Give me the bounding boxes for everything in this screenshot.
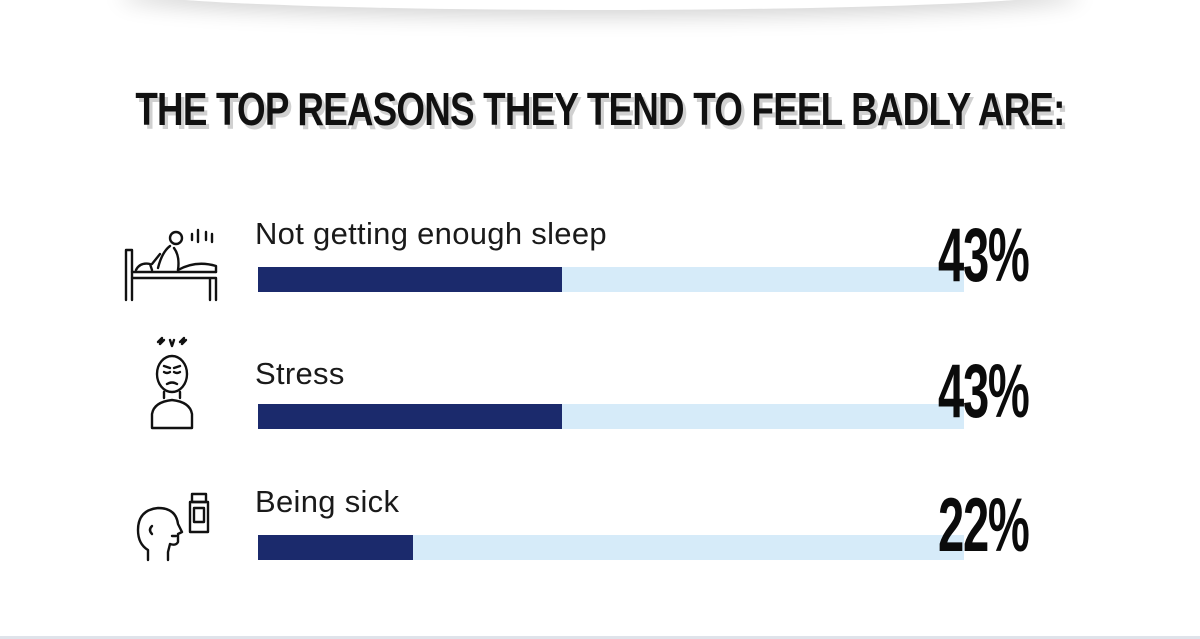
bar-track-stress (258, 404, 964, 429)
value-label-stress: 43% (938, 349, 1030, 434)
bar-sick (258, 535, 414, 560)
chart-title: THE TOP REASONS THEY TEND TO FEEL BADLY … (135, 83, 1065, 135)
bar-track-sleep (258, 267, 964, 292)
bottom-divider (0, 636, 1200, 639)
bar-row-stress: Stress 43% (0, 336, 1200, 446)
stressed-person-icon (150, 336, 194, 430)
value-label-sleep: 43% (938, 213, 1030, 298)
bar-label-sleep: Not getting enough sleep (255, 216, 607, 251)
value-label-sick: 22% (938, 483, 1030, 568)
bar-label-sick: Being sick (255, 484, 400, 519)
bar-stress (258, 404, 562, 429)
bed-sleepless-icon (124, 228, 218, 302)
bar-row-sick: Being sick 22% (0, 470, 1200, 580)
bar-row-sleep: Not getting enough sleep 43% (0, 200, 1200, 310)
bar-label-stress: Stress (255, 356, 345, 391)
top-card-shadow (120, 0, 1080, 10)
sick-person-medicine-icon (136, 492, 210, 562)
bar-sleep (258, 267, 562, 292)
bar-track-sick (258, 535, 964, 560)
